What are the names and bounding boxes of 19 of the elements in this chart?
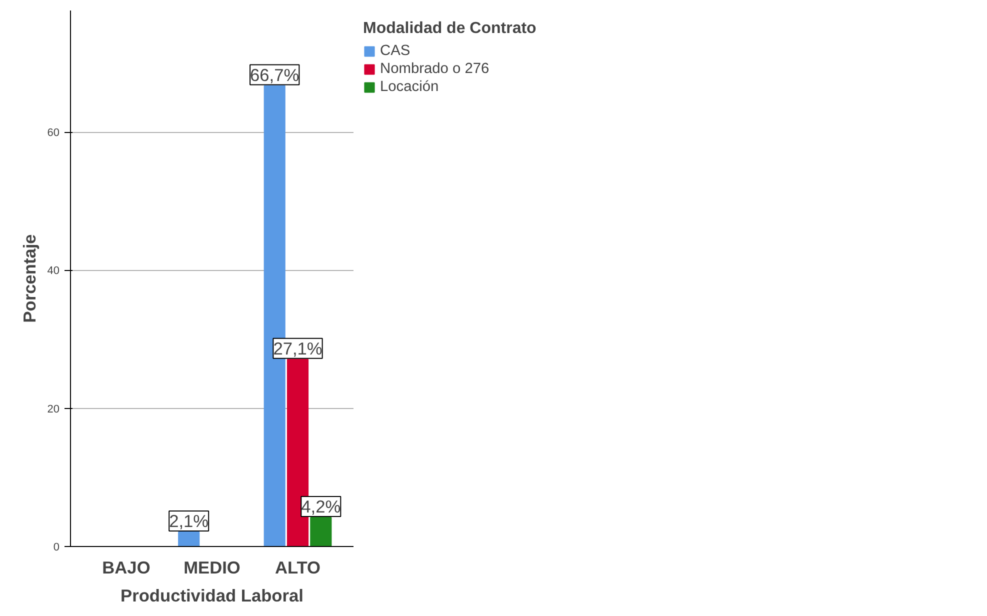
bar	[178, 531, 200, 546]
legend-label: Locación	[380, 79, 439, 95]
legend-label: CAS	[380, 43, 410, 59]
y-tick-label: 60	[47, 127, 60, 140]
data-label: 4,2%	[301, 496, 341, 516]
x-axis-title: Productividad Laboral	[120, 586, 304, 606]
y-tick-label: 20	[47, 403, 60, 416]
y-tick-label: 40	[47, 265, 60, 278]
x-tick-label: ALTO	[274, 558, 321, 578]
data-label: 2,1%	[169, 510, 209, 531]
data-label: 66,7%	[250, 64, 300, 85]
legend-title: Modalidad de Contrato	[363, 20, 536, 38]
x-tick-label: BAJO	[102, 558, 150, 578]
x-tick-label: MEDIO	[184, 558, 240, 578]
legend-label: Nombrado o 276	[380, 61, 490, 77]
y-tick-label: 0	[53, 542, 60, 554]
y-axis-title: Porcentaje	[19, 234, 40, 323]
data-label: 27,1%	[273, 338, 322, 358]
bar	[310, 516, 332, 546]
